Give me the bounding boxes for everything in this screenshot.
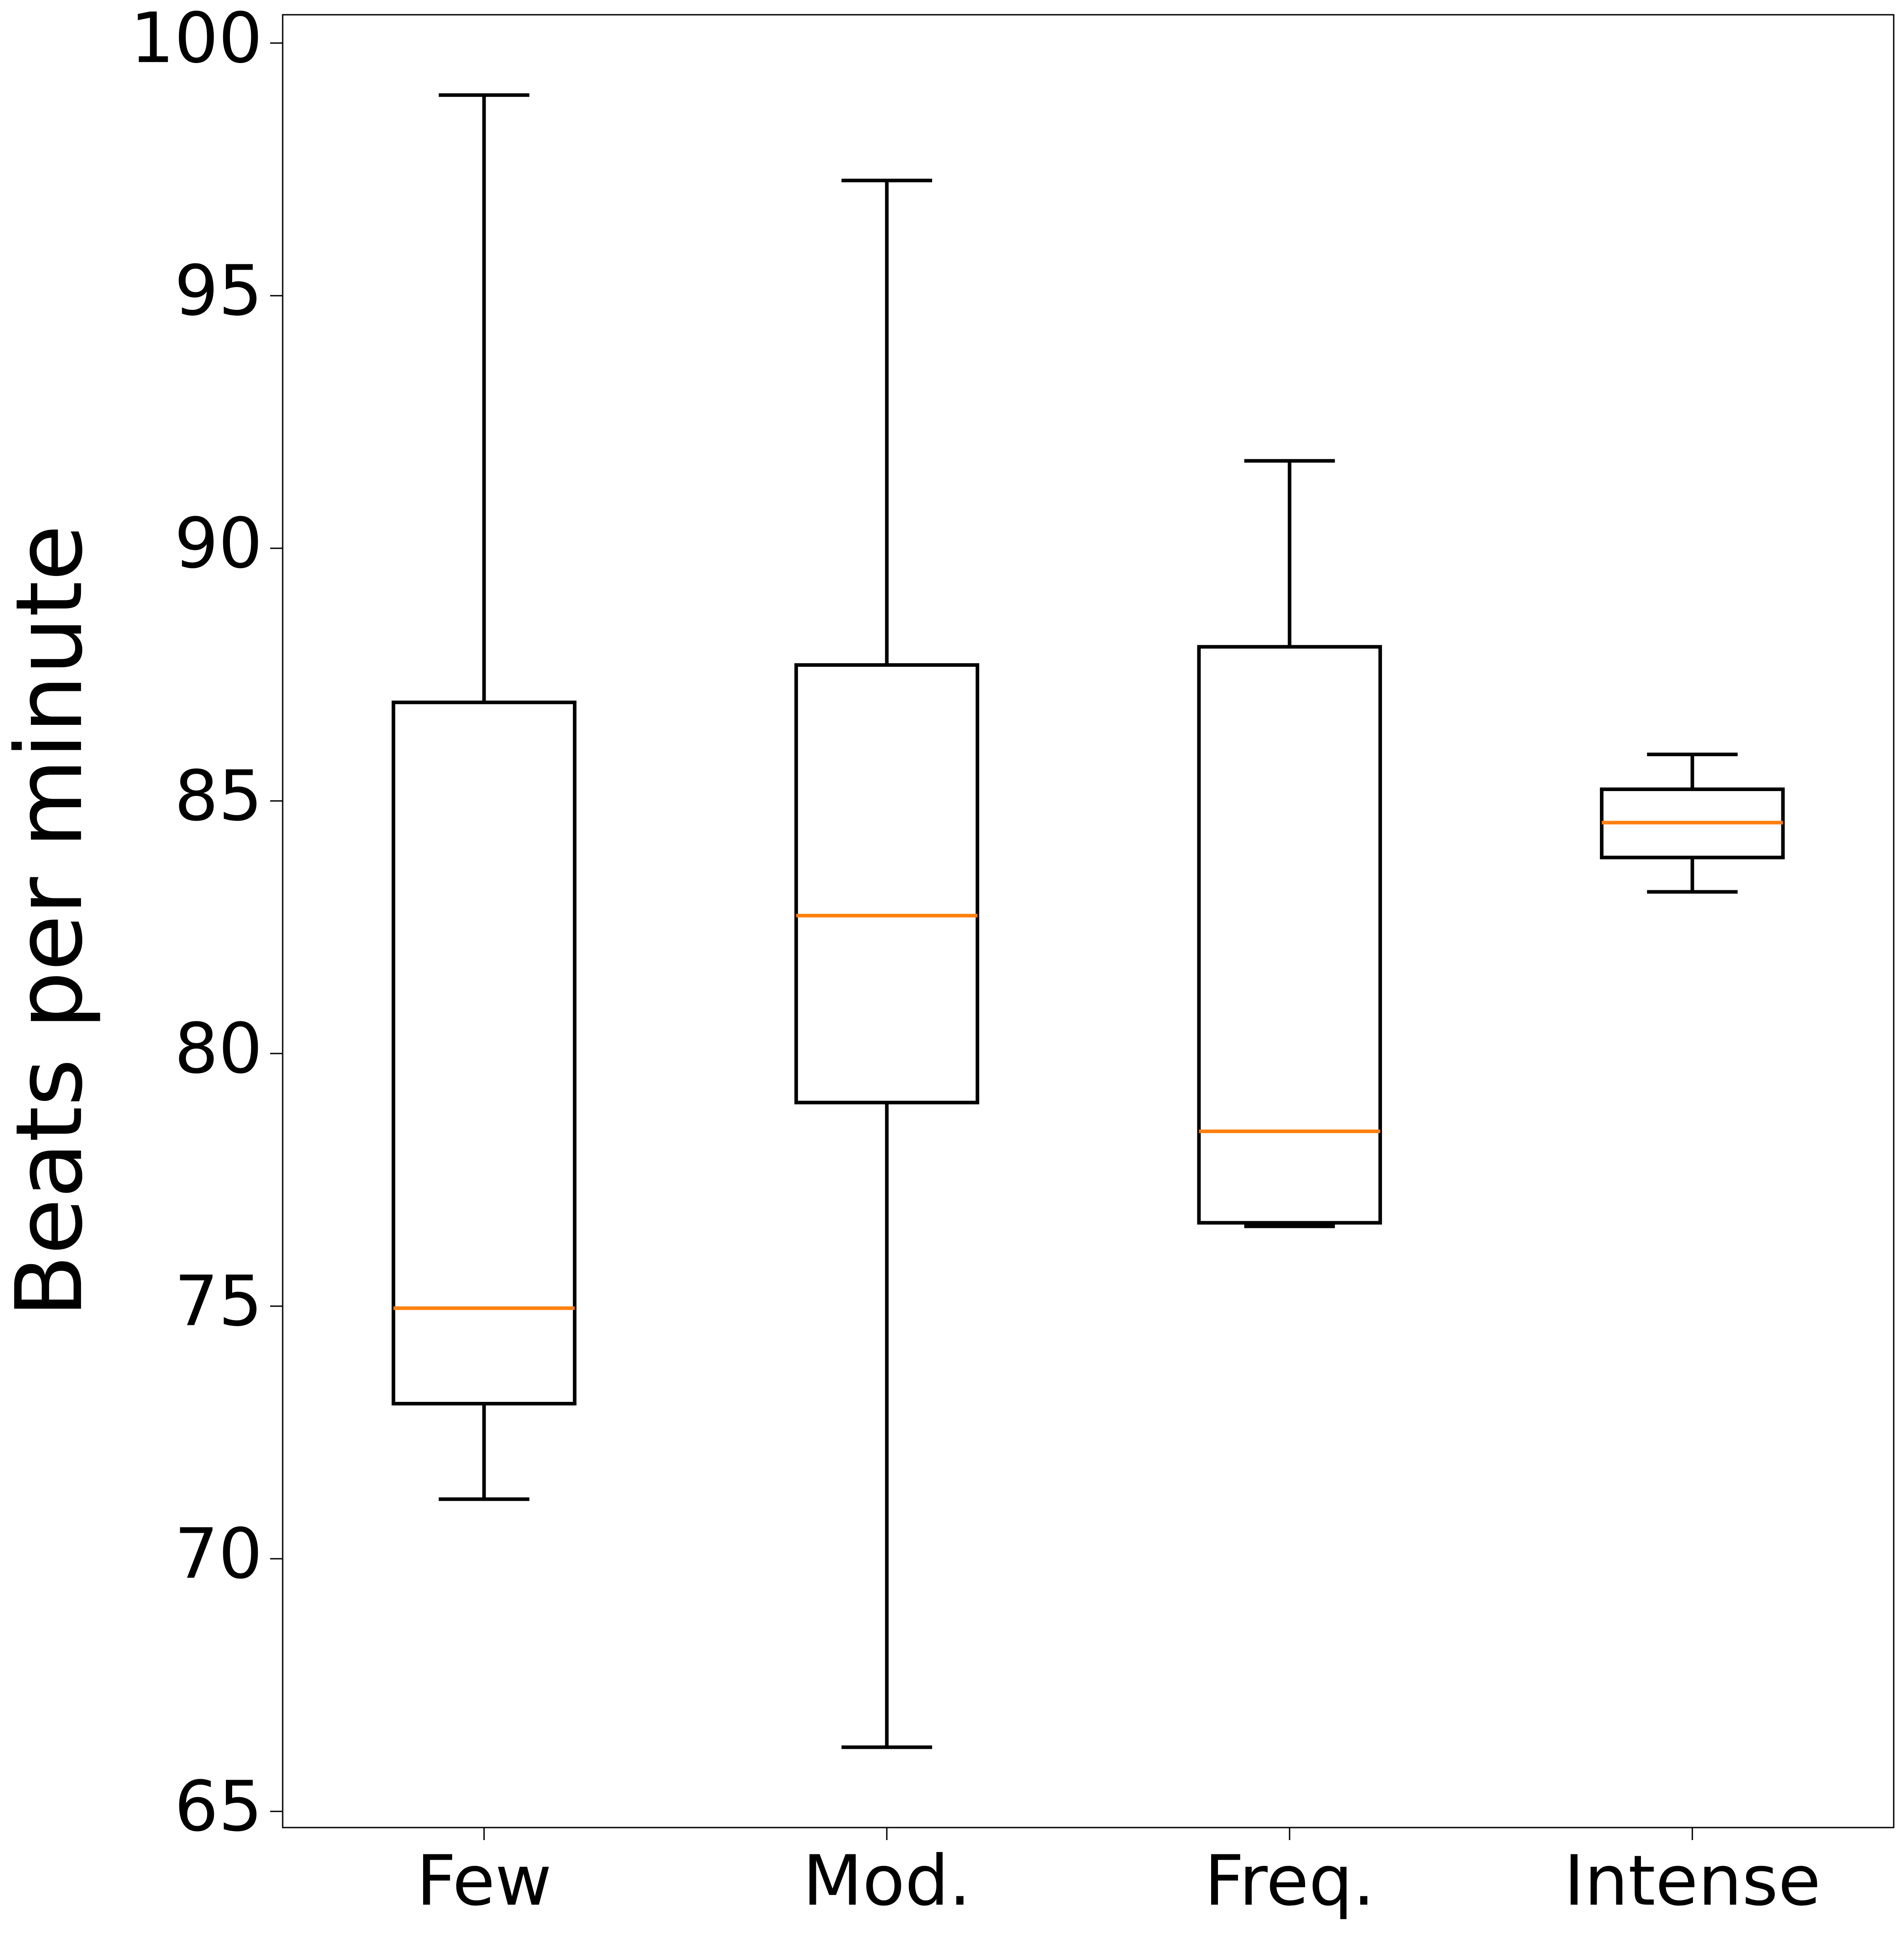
- y-tick-label: 95: [174, 250, 263, 331]
- y-tick-label: 100: [130, 0, 263, 79]
- x-tick-label: Mod.: [803, 1840, 971, 1921]
- y-tick-label: 70: [174, 1513, 263, 1594]
- box: [391, 700, 577, 1406]
- y-tick-label: 65: [174, 1766, 263, 1847]
- y-tick-label: 75: [174, 1261, 263, 1341]
- y-axis-label: Beats per minute: [0, 525, 103, 1317]
- plot-frame: [282, 14, 1895, 1828]
- x-tick-label: Intense: [1564, 1840, 1821, 1921]
- x-tick-label: Freq.: [1204, 1840, 1375, 1921]
- y-tick-label: 85: [174, 756, 263, 837]
- box: [1197, 645, 1382, 1225]
- y-tick-label: 90: [174, 503, 263, 584]
- x-tick-label: Few: [416, 1840, 552, 1921]
- y-tick-label: 80: [174, 1008, 263, 1089]
- box: [794, 663, 980, 1104]
